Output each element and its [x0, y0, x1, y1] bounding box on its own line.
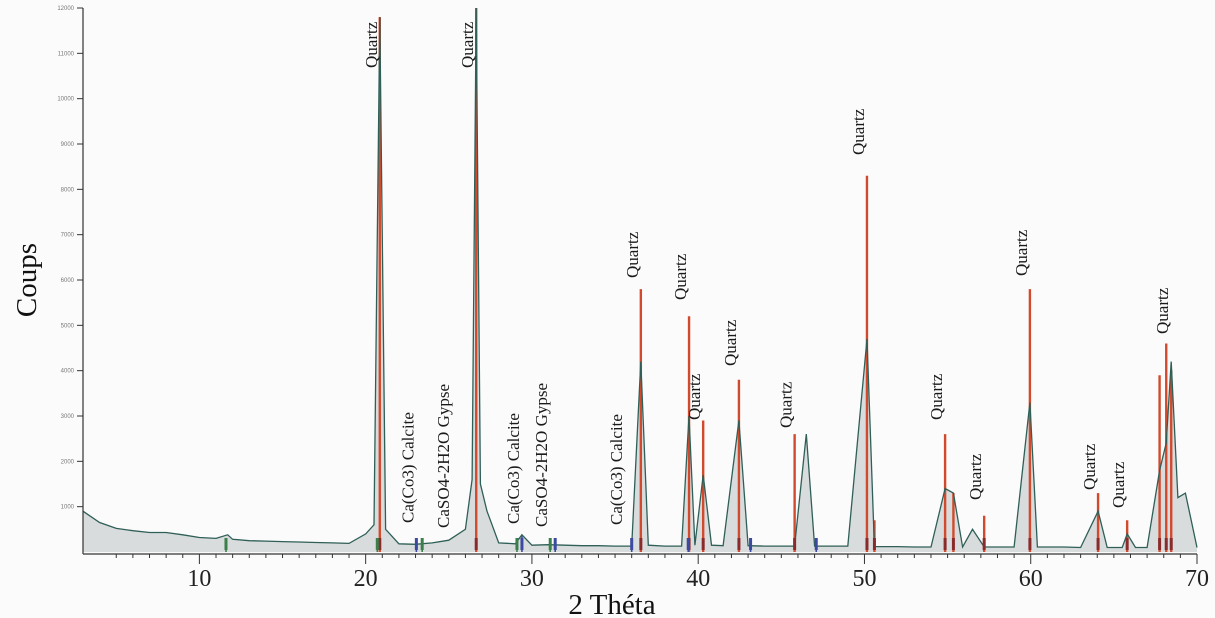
- phase-mark-gypse: [515, 538, 519, 550]
- peak-label-calcite: Ca(Co3) Calcite: [398, 412, 417, 523]
- y-tick-label: 5000: [61, 323, 75, 329]
- phase-mark-quartz: [982, 538, 986, 550]
- peak-label-quartz: Quartz: [1109, 461, 1128, 508]
- phase-mark-quartz: [872, 538, 876, 550]
- phase-mark-quartz: [793, 538, 797, 550]
- phase-mark-quartz: [474, 538, 478, 550]
- phase-mark-quartz: [1158, 538, 1162, 550]
- peak-label-quartz: Quartz: [927, 373, 946, 420]
- phase-mark-quartz: [1028, 538, 1032, 550]
- phase-mark-quartz: [865, 538, 869, 550]
- peak-label-quartz: Quartz: [623, 231, 642, 278]
- phase-mark-calcite: [749, 538, 753, 550]
- peak-label-quartz: Quartz: [721, 319, 740, 366]
- peak-label-quartz: Quartz: [1153, 287, 1172, 334]
- phase-mark-calcite: [553, 538, 557, 550]
- axes-layer: 10 20 30 40 50 60 70 1000 2000 3000 4000 5000 6000 70…: [57, 6, 1209, 592]
- y-tick-label: 12000: [57, 6, 74, 12]
- phase-mark-gypse: [420, 538, 424, 550]
- x-tick-label: 70: [1185, 566, 1209, 592]
- x-tick-label: 40: [686, 566, 710, 592]
- phase-mark-quartz: [701, 538, 705, 550]
- phase-mark-calcite: [520, 538, 524, 550]
- phase-mark-gypse: [548, 538, 552, 550]
- y-tick-label: 9000: [61, 142, 75, 148]
- y-tick-label: 4000: [61, 369, 75, 375]
- y-tick-label: 6000: [61, 278, 75, 284]
- peak-label-gypse: CaSO4-2H2O Gypse: [434, 384, 453, 528]
- peak-label-quartz: Quartz: [685, 373, 704, 420]
- x-axis-title: 2 Théta: [568, 589, 655, 618]
- phase-mark-calcite: [630, 538, 634, 550]
- peak-label-calcite: Ca(Co3) Calcite: [607, 414, 626, 525]
- phase-mark-gypse: [375, 538, 379, 550]
- measured-pattern-layer: [82, 7, 1198, 549]
- phase-mark-calcite: [414, 538, 418, 550]
- peak-label-quartz: Quartz: [458, 21, 477, 68]
- peak-label-quartz: Quartz: [777, 381, 796, 428]
- x-tick-label: 20: [354, 566, 378, 592]
- y-tick-label: 7000: [61, 233, 75, 239]
- phase-mark-quartz: [378, 538, 382, 550]
- peak-label-calcite: Ca(Co3) Calcite: [504, 413, 523, 524]
- peak-label-quartz: Quartz: [1012, 229, 1031, 276]
- phase-mark-quartz: [639, 538, 643, 550]
- y-tick-label: 11000: [58, 51, 75, 57]
- measured-pattern-line: [82, 7, 1198, 549]
- peak-label-quartz: Quartz: [849, 108, 868, 155]
- peak-label-quartz: Quartz: [1080, 443, 1099, 490]
- y-tick-label: 3000: [61, 414, 75, 420]
- peak-labels-layer: Quartz Quartz Ca(Co3) Calcite CaSO4-2H2O Gy…: [362, 21, 1172, 528]
- phase-mark-calcite: [814, 538, 818, 550]
- y-tick-label: 1000: [61, 505, 75, 511]
- x-tick-label: 60: [1019, 566, 1043, 592]
- phase-mark-quartz: [1096, 538, 1100, 550]
- phase-mark-calcite: [686, 538, 690, 550]
- phase-mark-gypse: [224, 538, 228, 550]
- reference-lines-layer: [225, 8, 1173, 552]
- phase-mark-quartz: [1125, 538, 1129, 550]
- phase-marks-layer: [224, 538, 1173, 550]
- x-tick-label: 10: [187, 566, 211, 592]
- y-tick-label: 2000: [61, 459, 75, 465]
- y-tick-label: 8000: [61, 187, 75, 193]
- y-tick-label: 10000: [57, 97, 74, 103]
- phase-mark-quartz: [737, 538, 741, 550]
- phase-mark-quartz: [1169, 538, 1173, 550]
- peak-label-gypse: CaSO4-2H2O Gypse: [532, 383, 551, 527]
- x-tick-label: 50: [852, 566, 876, 592]
- y-axis-title: Coups: [11, 243, 43, 317]
- phase-mark-quartz: [951, 538, 955, 550]
- phase-mark-quartz: [943, 538, 947, 550]
- phase-mark-quartz: [1164, 538, 1168, 550]
- peak-label-quartz: Quartz: [966, 453, 985, 500]
- peak-label-quartz: Quartz: [671, 253, 690, 300]
- x-tick-label: 30: [520, 566, 544, 592]
- peak-label-quartz: Quartz: [362, 21, 381, 68]
